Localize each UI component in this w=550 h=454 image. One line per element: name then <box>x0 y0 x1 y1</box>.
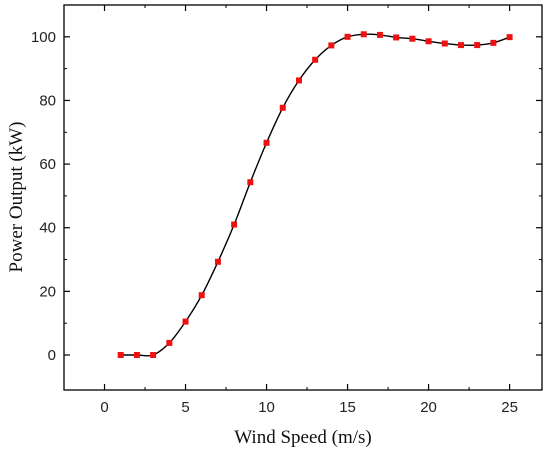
series-line <box>120 33 510 357</box>
data-point <box>344 33 351 40</box>
data-point <box>490 39 497 46</box>
data-point <box>457 42 464 49</box>
data-point <box>182 318 189 325</box>
data-point <box>117 352 124 358</box>
y-axis-title: Power Output (kW) <box>6 122 27 273</box>
plot-frame <box>63 4 543 391</box>
data-point <box>360 31 367 38</box>
x-tick-label: 25 <box>501 399 518 416</box>
x-tick-label: 5 <box>181 399 189 416</box>
data-point <box>214 258 221 265</box>
data-point <box>328 42 335 49</box>
data-point <box>312 56 319 63</box>
x-tick-label: 20 <box>420 399 437 416</box>
y-tick-label: 80 <box>39 92 56 109</box>
data-point <box>393 34 400 41</box>
data-point <box>150 352 157 358</box>
y-tick-label: 20 <box>39 283 56 300</box>
data-point <box>441 40 448 47</box>
data-point <box>425 38 432 45</box>
data-point <box>231 221 238 228</box>
series-layer <box>117 31 513 358</box>
data-point <box>474 42 481 49</box>
data-point <box>263 139 270 146</box>
data-point <box>247 179 254 186</box>
data-point <box>506 34 513 41</box>
y-tick-label: 40 <box>39 220 56 237</box>
data-point <box>198 292 205 299</box>
y-tick-label: 100 <box>31 29 56 46</box>
x-tick-label: 15 <box>339 399 356 416</box>
tick-labels: 0 5 10 15 20 25 0 20 40 60 80 100 <box>31 29 518 416</box>
y-tick-label: 60 <box>39 156 56 173</box>
axis-ticks <box>64 5 542 390</box>
x-tick-label: 0 <box>100 399 108 416</box>
data-point <box>166 339 173 346</box>
y-tick-label: 0 <box>48 347 56 364</box>
data-point <box>279 104 286 111</box>
data-point <box>133 352 140 358</box>
data-point <box>295 77 302 84</box>
x-axis-title: Wind Speed (m/s) <box>234 427 372 448</box>
data-point <box>376 31 383 38</box>
data-point <box>409 35 416 42</box>
x-tick-label: 10 <box>258 399 275 416</box>
